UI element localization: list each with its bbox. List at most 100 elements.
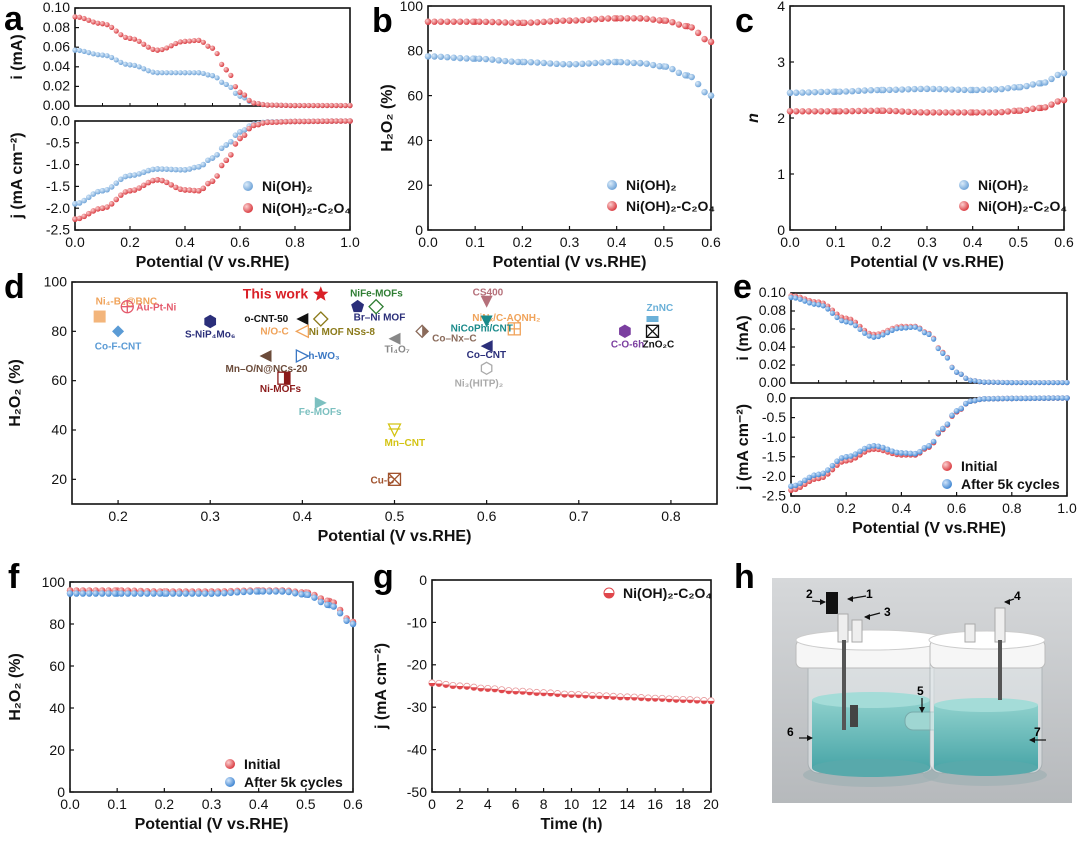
series-marker <box>274 102 280 108</box>
series-marker <box>81 213 87 220</box>
ytick-label: -1.5 <box>46 178 70 194</box>
series-marker <box>311 594 318 601</box>
series-marker <box>1022 395 1029 402</box>
xtick-label: 0.6 <box>230 234 250 250</box>
series-marker <box>931 336 937 342</box>
series-marker <box>150 177 156 184</box>
series-marker <box>246 125 252 132</box>
series-marker <box>979 86 987 93</box>
series-marker <box>820 303 826 309</box>
series-marker <box>95 188 101 195</box>
series-marker <box>637 15 644 22</box>
series-marker <box>792 486 799 493</box>
ytick-label: 0 <box>57 784 65 800</box>
series-marker <box>113 28 119 34</box>
scatter-point <box>646 316 659 322</box>
legend-c-marker-1 <box>959 180 969 190</box>
legend-f-label-1: Initial <box>244 756 281 772</box>
series-marker <box>788 483 794 490</box>
series-marker <box>921 330 928 336</box>
xtick-label: 0.1 <box>107 796 127 812</box>
series-marker <box>482 18 490 26</box>
series-marker <box>1018 395 1024 402</box>
series-marker <box>954 86 962 93</box>
series-marker <box>66 590 74 597</box>
series-marker <box>208 590 215 597</box>
series-marker <box>521 58 528 66</box>
series-marker <box>81 48 87 54</box>
legend-a-marker-2 <box>243 203 253 213</box>
series-marker <box>214 173 220 179</box>
legend-e-marker-2 <box>942 479 952 489</box>
series-marker <box>272 588 280 595</box>
xtick-label: 0.2 <box>513 234 533 250</box>
series-marker <box>137 590 144 597</box>
series-marker <box>95 20 101 26</box>
series-marker <box>953 408 960 414</box>
series-marker <box>205 43 211 49</box>
ytick-label: -2.0 <box>762 468 786 484</box>
h-cell-right <box>923 607 1047 786</box>
series-marker-fill <box>707 700 715 705</box>
series-marker <box>604 58 612 66</box>
series-marker <box>1041 395 1047 401</box>
plot-frame-a-top <box>74 7 351 107</box>
series-marker <box>1004 395 1010 402</box>
xaxis-label: Potential (V vs.RHE) <box>493 254 647 271</box>
series-marker <box>141 41 147 47</box>
series-marker <box>942 109 949 116</box>
ytick-label: -0.5 <box>46 134 70 150</box>
xtick-label: 0.4 <box>175 234 195 250</box>
series-marker <box>255 121 262 128</box>
series-marker <box>228 138 234 145</box>
series-marker <box>232 84 239 90</box>
series-marker <box>319 118 326 125</box>
series-marker <box>912 450 918 457</box>
series-marker <box>917 85 924 93</box>
panel-e-top-plot: 0.00 0.02 0.04 0.06 0.08 0.10 i (mA) <box>735 284 1070 390</box>
ytick-label: 100 <box>400 0 424 14</box>
ytick-label: 0.0 <box>767 390 787 406</box>
series-marker-fill <box>589 695 596 699</box>
series-marker <box>682 72 689 79</box>
series-marker-fill <box>561 694 568 698</box>
series-Initial <box>788 293 1070 386</box>
svg-text:7: 7 <box>1034 725 1041 739</box>
series-marker <box>273 119 280 125</box>
series-marker <box>917 448 923 455</box>
series-marker <box>836 88 844 95</box>
series-marker <box>131 36 138 42</box>
series-marker <box>514 19 522 26</box>
series-marker <box>315 118 321 125</box>
series-marker <box>168 166 175 173</box>
series-marker <box>1013 395 1020 402</box>
ytick-label: -1.0 <box>762 429 786 445</box>
xtick-label: 0.4 <box>892 500 912 516</box>
series-marker <box>201 590 209 597</box>
series-marker <box>456 54 464 62</box>
panel-label-g: g <box>373 558 394 596</box>
series-marker <box>173 40 179 47</box>
series-marker <box>799 108 806 115</box>
xaxis-label: Potential (V vs.RHE) <box>850 254 1004 271</box>
series-marker <box>611 15 618 22</box>
series-marker <box>701 88 708 96</box>
svg-text:3: 3 <box>884 605 891 619</box>
series-marker-fill <box>658 698 666 702</box>
series-marker <box>903 325 909 331</box>
yaxis-label: j (mA cm⁻²) <box>9 132 26 219</box>
series-marker <box>489 18 496 26</box>
series-marker <box>559 17 567 24</box>
series-marker <box>173 70 179 76</box>
series-marker <box>200 39 206 45</box>
series-marker <box>585 16 592 23</box>
series-marker <box>527 58 535 66</box>
series-marker <box>182 590 189 597</box>
h-label-2: 2 <box>806 587 826 605</box>
series-marker <box>843 457 849 464</box>
series-marker <box>476 55 483 62</box>
series-marker <box>450 18 457 25</box>
series-marker <box>150 69 156 75</box>
series-marker <box>495 19 502 26</box>
scatter-point-label: NiFe-MOFs <box>350 289 403 300</box>
